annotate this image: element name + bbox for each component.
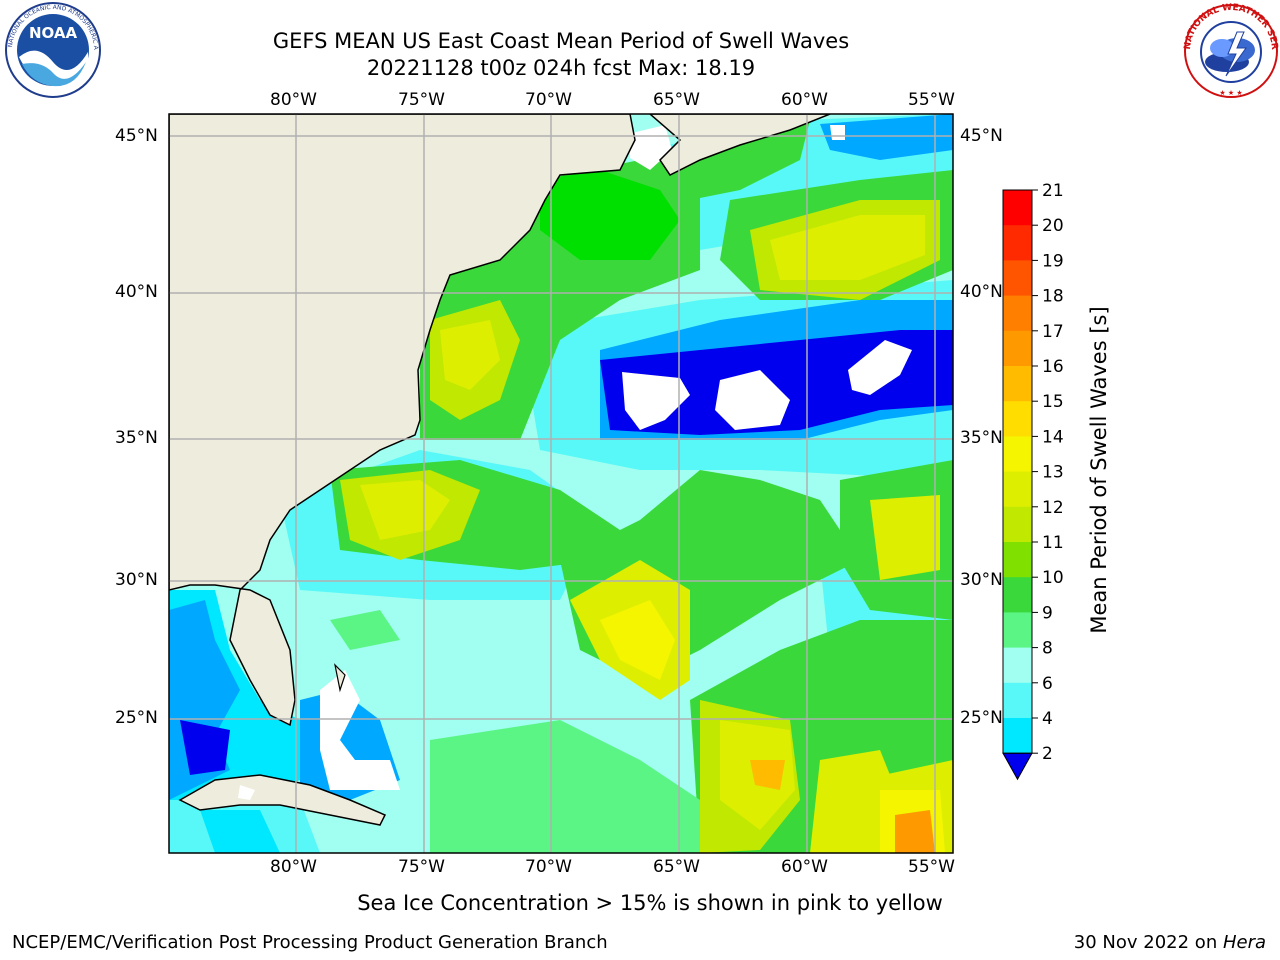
colorbar-tick-label: 19 xyxy=(1042,251,1064,271)
colorbar: 21 20 19 18 17 16 15 14 13 12 11 10 9 8 6 4 2 xyxy=(1002,181,1064,781)
north-america-land xyxy=(169,114,636,727)
lat-label-right: 40°N xyxy=(960,282,1003,302)
colorbar-tick-label: 13 xyxy=(1042,463,1064,483)
colorbar-swatch xyxy=(1003,260,1032,297)
footer-machine: Hera xyxy=(1222,932,1266,953)
sea-ice-note: Sea Ice Concentration > 15% is shown in … xyxy=(357,891,943,915)
colorbar-label: Mean Period of Swell Waves [s] xyxy=(1087,306,1111,634)
lat-label-left: 35°N xyxy=(115,428,158,448)
lon-label-top: 55°W xyxy=(908,90,955,110)
colorbar-swatch xyxy=(1003,436,1032,473)
colorbar-tick-label: 18 xyxy=(1042,287,1064,307)
colorbar-swatch xyxy=(1003,366,1032,402)
colorbar-tick-label: 21 xyxy=(1042,181,1064,201)
colorbar-tick-label: 16 xyxy=(1042,357,1064,377)
lon-label-top: 65°W xyxy=(653,90,700,110)
lat-label-right: 25°N xyxy=(960,708,1003,728)
colorbar-swatch xyxy=(1003,647,1032,684)
footer-date: 30 Nov 2022 on Hera xyxy=(1074,932,1266,953)
lat-label-left: 40°N xyxy=(115,282,158,302)
colorbar-tick-label: 12 xyxy=(1042,498,1064,518)
lon-label-top: 60°W xyxy=(781,90,828,110)
colorbar-tick-label: 15 xyxy=(1042,392,1064,412)
colorbar-tick-label: 14 xyxy=(1042,427,1064,447)
colorbar-tick-label: 2 xyxy=(1042,744,1053,764)
map-frame xyxy=(168,113,954,854)
lat-label-left: 25°N xyxy=(115,708,158,728)
colorbar-swatch xyxy=(1003,471,1032,508)
lat-label-right: 30°N xyxy=(960,570,1003,590)
svg-text:★ ★ ★: ★ ★ ★ xyxy=(1219,89,1242,97)
colorbar-swatch xyxy=(1003,190,1032,226)
map-subtitle: 20221128 t00z 024h fcst Max: 18.19 xyxy=(366,56,756,80)
map-title: GEFS MEAN US East Coast Mean Period of S… xyxy=(272,29,850,53)
lon-label-top: 80°W xyxy=(270,90,317,110)
colorbar-tick-label: 10 xyxy=(1042,568,1064,588)
colorbar-extend-arrow xyxy=(1002,752,1033,781)
colorbar-swatch xyxy=(1003,506,1032,543)
colorbar-tick-label: 8 xyxy=(1042,639,1053,659)
lon-label-bottom: 80°W xyxy=(270,857,317,877)
colorbar-tick-label: 11 xyxy=(1042,533,1064,553)
lon-label-bottom: 70°W xyxy=(525,857,572,877)
colorbar-swatch xyxy=(1003,577,1032,613)
lon-label-bottom: 60°W xyxy=(781,857,828,877)
footer-branch: NCEP/EMC/Verification Post Processing Pr… xyxy=(12,932,608,953)
graticule xyxy=(169,114,953,853)
lon-label-top: 75°W xyxy=(398,90,445,110)
lon-label-bottom: 65°W xyxy=(653,857,700,877)
colorbar-swatch xyxy=(1003,295,1032,332)
colorbar-swatch xyxy=(1003,401,1032,437)
colorbar-tick-label: 4 xyxy=(1042,709,1053,729)
lat-label-right: 45°N xyxy=(960,126,1003,146)
footer-date-text: 30 Nov 2022 on xyxy=(1073,932,1223,953)
lon-label-bottom: 75°W xyxy=(398,857,445,877)
colorbar-swatch xyxy=(1003,542,1032,578)
lat-label-left: 30°N xyxy=(115,570,158,590)
svg-text:NOAA: NOAA xyxy=(29,24,78,42)
lat-label-right: 35°N xyxy=(960,428,1003,448)
lon-label-bottom: 55°W xyxy=(908,857,955,877)
colorbar-swatch xyxy=(1003,612,1032,649)
nova-scotia-land xyxy=(648,114,831,176)
noaa-logo: NOAA NATIONAL OCEANIC AND ATMOSPHERIC AD… xyxy=(2,2,101,98)
colorbar-tick-label: 20 xyxy=(1042,216,1064,236)
lat-label-left: 45°N xyxy=(115,126,158,146)
nws-logo: NATIONAL WEATHER SERVICE ★ ★ ★ xyxy=(1182,2,1279,98)
colorbar-tick-label: 6 xyxy=(1042,674,1053,694)
colorbar-tick-label: 9 xyxy=(1042,603,1053,623)
colorbar-swatch xyxy=(1003,225,1032,261)
colorbar-tick-label: 17 xyxy=(1042,322,1064,342)
colorbar-swatch xyxy=(1003,682,1032,719)
colorbar-swatch xyxy=(1003,718,1032,754)
lon-label-top: 70°W xyxy=(525,90,572,110)
colorbar-swatch xyxy=(1003,330,1032,367)
cuba-land xyxy=(178,774,387,826)
